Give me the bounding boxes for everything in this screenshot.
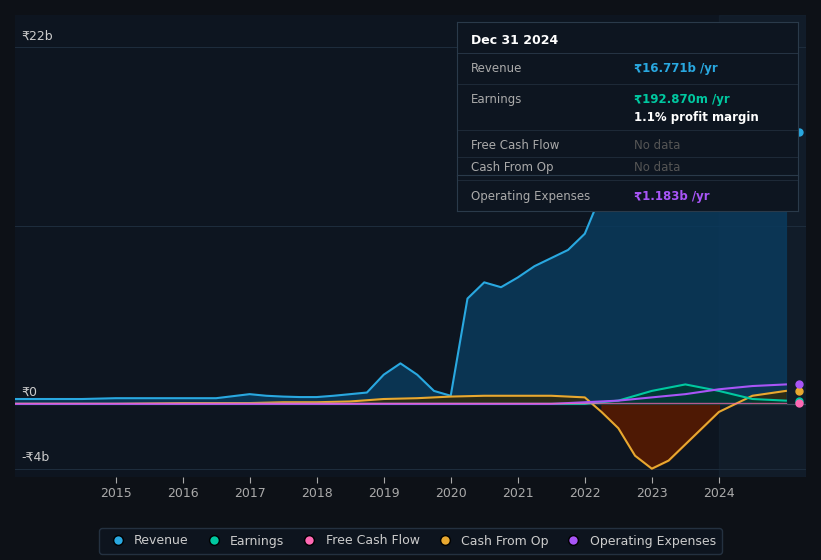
Text: ₹1.183b /yr: ₹1.183b /yr [635,190,710,203]
Text: No data: No data [635,161,681,174]
Text: Operating Expenses: Operating Expenses [471,190,590,203]
Text: -₹4b: -₹4b [21,451,50,464]
Bar [719,15,806,477]
Text: ₹22b: ₹22b [21,30,53,43]
Text: Dec 31 2024: Dec 31 2024 [471,34,558,48]
Text: ₹16.771b /yr: ₹16.771b /yr [635,62,718,75]
Text: 1.1% profit margin: 1.1% profit margin [635,111,759,124]
Text: Cash From Op: Cash From Op [471,161,553,174]
Text: Earnings: Earnings [471,93,522,106]
Text: ₹0: ₹0 [21,386,38,399]
Text: Revenue: Revenue [471,62,522,75]
Text: Free Cash Flow: Free Cash Flow [471,139,559,152]
Text: No data: No data [635,139,681,152]
Text: ₹192.870m /yr: ₹192.870m /yr [635,93,730,106]
Legend: Revenue, Earnings, Free Cash Flow, Cash From Op, Operating Expenses: Revenue, Earnings, Free Cash Flow, Cash … [99,528,722,554]
